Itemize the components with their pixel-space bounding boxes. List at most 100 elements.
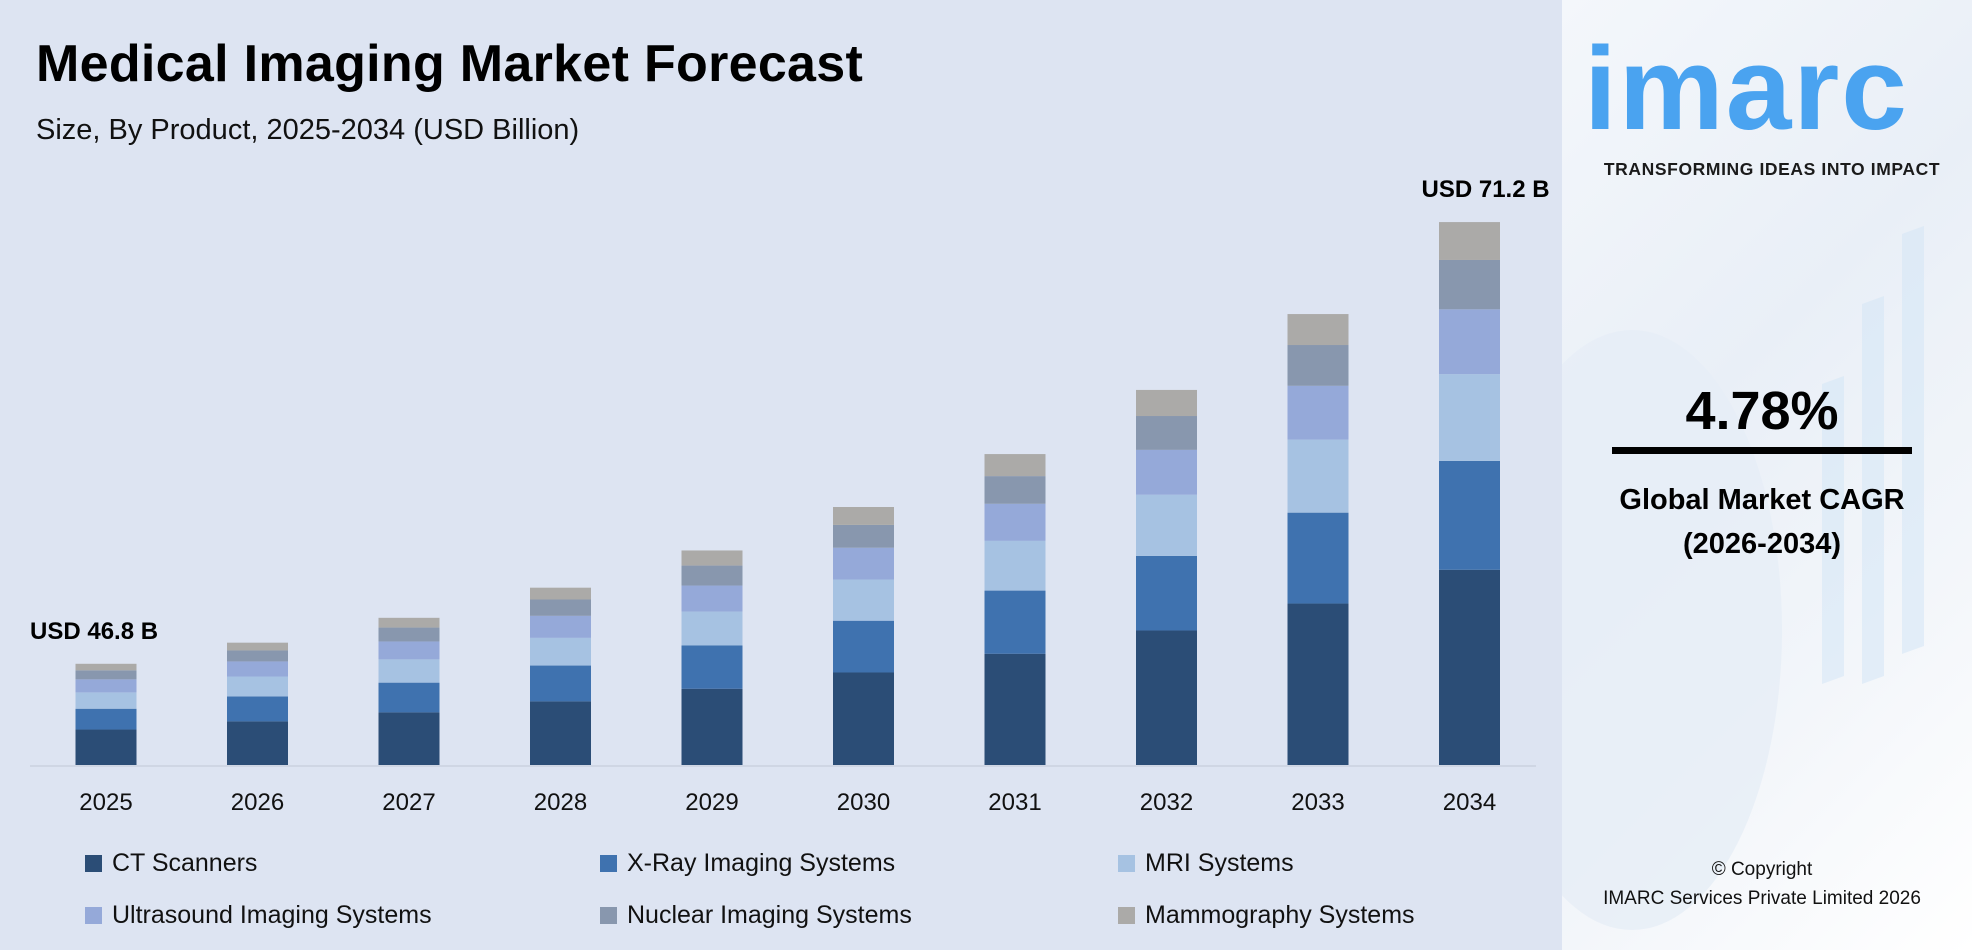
- bar-segment-2034-2: [1439, 374, 1500, 461]
- bar-segment-2029-4: [681, 565, 743, 586]
- bar-segment-2025-3: [75, 679, 137, 693]
- bar-segment-2028-3: [530, 615, 591, 638]
- bar-segment-2028-2: [530, 637, 591, 666]
- x-tick-label: 2031: [988, 789, 1041, 816]
- bar-segment-2033-5: [1287, 314, 1349, 346]
- cagr-divider: [1612, 447, 1912, 454]
- bar-segment-2030-0: [833, 672, 894, 765]
- bar-segment-2029-5: [681, 550, 743, 566]
- legend-item: Mammography Systems: [1118, 901, 1415, 930]
- bar-segment-2033-1: [1287, 512, 1349, 604]
- bar-segment-2029-2: [681, 611, 743, 646]
- bar-segment-2026-0: [227, 721, 288, 765]
- stacked-bar-chart: 2025 2026 2027 2028 2029 2030 2031 2032 2033 2034…: [30, 176, 1550, 816]
- copyright-line-2: IMARC Services Private Limited 2026: [1603, 888, 1921, 909]
- legend-label: CT Scanners: [112, 849, 258, 877]
- bar-segment-2032-0: [1136, 630, 1197, 765]
- cagr-label-text: Global Market CAGR: [1619, 484, 1905, 516]
- legend-item: Nuclear Imaging Systems: [600, 901, 912, 930]
- total-annotation: USD 46.8 B: [30, 618, 158, 645]
- legend-label: Ultrasound Imaging Systems: [112, 901, 432, 929]
- legend-item: CT Scanners: [85, 849, 257, 878]
- legend-label: MRI Systems: [1145, 849, 1294, 877]
- legend-label: Mammography Systems: [1145, 901, 1415, 929]
- x-tick-label: 2029: [685, 789, 738, 816]
- x-tick-label: 2033: [1291, 789, 1344, 816]
- bar-segment-2034-3: [1439, 309, 1500, 375]
- bar-segment-2034-0: [1439, 569, 1500, 765]
- bar-segment-2030-3: [833, 547, 894, 580]
- chart-title: Medical Imaging Market Forecast: [36, 35, 864, 93]
- bar-segment-2026-1: [227, 696, 288, 722]
- bar-segment-2030-2: [833, 579, 894, 621]
- bar-segment-2025-0: [75, 729, 137, 765]
- x-tick-label: 2034: [1443, 789, 1496, 816]
- bar-segment-2025-4: [75, 670, 137, 680]
- legend-label: X-Ray Imaging Systems: [627, 849, 896, 877]
- total-annotation: USD 71.2 B: [1422, 176, 1550, 203]
- bar-segment-2033-2: [1287, 439, 1349, 513]
- legend-item: MRI Systems: [1118, 849, 1294, 878]
- bar-segment-2030-4: [833, 524, 894, 548]
- bar-segment-2034-1: [1439, 460, 1500, 570]
- cagr-value: 4.78%: [1685, 381, 1839, 441]
- legend-label: Nuclear Imaging Systems: [627, 901, 912, 929]
- bar-segment-2031-4: [984, 476, 1046, 504]
- x-tick-label: 2028: [534, 789, 587, 816]
- bar-segment-2034-5: [1439, 222, 1500, 260]
- copyright-line-1: © Copyright: [1711, 859, 1813, 880]
- bar-segment-2027-0: [378, 712, 440, 765]
- legend-swatch: [600, 855, 617, 872]
- bar-segment-2033-3: [1287, 385, 1349, 440]
- bar-segment-2034-4: [1439, 259, 1500, 310]
- bar-segment-2026-4: [227, 650, 288, 662]
- imarc-logo: imarc: [1584, 23, 1909, 155]
- chart-subtitle: Size, By Product, 2025-2034 (USD Billion…: [36, 114, 580, 146]
- cagr-label: Global Market CAGR (2026-2034): [1562, 478, 1962, 566]
- bar-segment-2025-1: [75, 708, 137, 730]
- bar-segment-2027-5: [378, 617, 440, 628]
- bar-segment-2031-0: [984, 653, 1046, 765]
- legend-swatch: [85, 855, 102, 872]
- logo-tagline: TRANSFORMING IDEAS INTO IMPACT: [1603, 159, 1941, 179]
- bar-segment-2032-5: [1136, 389, 1197, 417]
- legend-swatch: [85, 907, 102, 924]
- bar-segment-2028-5: [530, 587, 591, 600]
- x-tick-label: 2025: [79, 789, 132, 816]
- bar-segment-2028-1: [530, 665, 591, 702]
- x-tick-label: 2026: [231, 789, 284, 816]
- legend-item: Ultrasound Imaging Systems: [85, 901, 432, 930]
- bar-segment-2032-1: [1136, 555, 1197, 631]
- legend-swatch: [1118, 855, 1135, 872]
- bar-segment-2033-4: [1287, 345, 1349, 386]
- bar-segment-2031-2: [984, 540, 1046, 591]
- bar-segment-2027-4: [378, 627, 440, 642]
- info-sidebar: imarc TRANSFORMING IDEAS INTO IMPACT 4.7…: [1562, 0, 1972, 950]
- bar-segment-2026-3: [227, 661, 288, 677]
- bar-segment-2030-5: [833, 506, 894, 525]
- bar-segment-2026-5: [227, 642, 288, 651]
- bar-segment-2029-3: [681, 585, 743, 612]
- bar-segment-2028-4: [530, 599, 591, 616]
- x-tick-label: 2030: [837, 789, 890, 816]
- bar-segment-2029-1: [681, 645, 743, 689]
- bar-segment-2027-2: [378, 659, 440, 683]
- bar-segment-2028-0: [530, 701, 591, 765]
- bar-segment-2032-3: [1136, 449, 1197, 495]
- legend-item: X-Ray Imaging Systems: [600, 849, 895, 878]
- bar-segment-2033-0: [1287, 603, 1349, 765]
- bar-segment-2031-5: [984, 454, 1046, 477]
- bar-segment-2026-2: [227, 676, 288, 697]
- copyright: © Copyright IMARC Services Private Limit…: [1562, 855, 1962, 913]
- bar-segment-2027-3: [378, 641, 440, 660]
- bar-segment-2025-2: [75, 692, 137, 709]
- legend-swatch: [600, 907, 617, 924]
- bar-segment-2031-1: [984, 590, 1046, 654]
- x-tick-label: 2032: [1140, 789, 1193, 816]
- legend-swatch: [1118, 907, 1135, 924]
- bar-segment-2031-3: [984, 503, 1046, 541]
- bar-segment-2030-1: [833, 620, 894, 673]
- bar-segment-2032-4: [1136, 416, 1197, 450]
- bar-segment-2027-1: [378, 682, 440, 713]
- x-tick-label: 2027: [382, 789, 435, 816]
